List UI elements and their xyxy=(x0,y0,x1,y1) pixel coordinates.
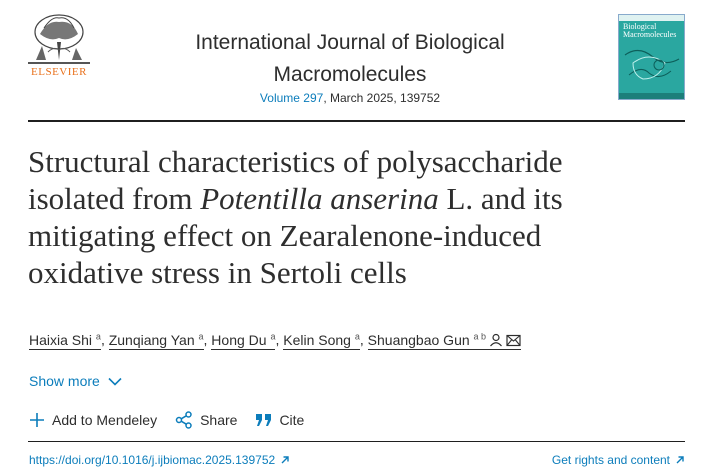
journal-title-line-2[interactable]: Macromolecules xyxy=(273,63,427,86)
issue-date-and-number: , March 2025, 139752 xyxy=(323,91,441,105)
get-rights-link[interactable]: Get rights and content xyxy=(552,453,685,467)
share-button[interactable]: Share xyxy=(175,411,237,429)
share-icon xyxy=(175,411,192,429)
journal-title-line-1[interactable]: International Journal of Biological xyxy=(195,31,505,54)
get-rights-text: Get rights and content xyxy=(551,453,670,467)
author-name: Hong Du xyxy=(211,331,267,348)
affiliation-marker: a xyxy=(198,331,204,341)
cover-title-line-2: Macromolecules xyxy=(623,30,677,39)
volume-link[interactable]: Volume 297 xyxy=(259,91,324,105)
cover-title: Biological Macromolecules xyxy=(623,23,676,39)
author-link[interactable]: Zunqiang Yan a xyxy=(108,331,204,350)
affiliation-marker: a b xyxy=(473,331,487,341)
affiliation-marker: a xyxy=(95,331,101,341)
author-link[interactable]: Shuangbao Gun a b xyxy=(367,331,522,350)
footer-divider xyxy=(28,441,685,442)
cite-label: Cite xyxy=(279,412,305,428)
species-name: Potentilla anserina xyxy=(200,181,439,216)
author-name: Zunqiang Yan xyxy=(108,331,195,348)
show-more-label: Show more xyxy=(29,373,100,389)
article-title-line-2: isolated from Potentilla anserina L. and… xyxy=(28,180,688,217)
affiliation-marker: a xyxy=(354,331,360,341)
add-to-mendeley-label: Add to Mendeley xyxy=(52,412,158,428)
author-name: Haixia Shi xyxy=(29,331,93,348)
author-separator: , xyxy=(203,331,212,348)
cover-title-line-1: Biological xyxy=(623,22,657,31)
elsevier-wordmark: ELSEVIER xyxy=(31,66,87,78)
add-to-mendeley-button[interactable]: Add to Mendeley xyxy=(29,412,157,428)
cover-artwork-icon xyxy=(619,15,684,99)
author-separator: , xyxy=(275,331,284,348)
author-separator: , xyxy=(100,331,109,348)
journal-cover-image[interactable]: Biological Macromolecules xyxy=(618,14,685,100)
envelope-icon xyxy=(506,334,521,346)
author-separator: , xyxy=(359,331,368,348)
author-link[interactable]: Haixia Shi a xyxy=(29,331,101,350)
article-title-line-4: oxidative stress in Sertoli cells xyxy=(28,255,407,290)
affiliation-marker: a xyxy=(270,331,276,341)
cite-button[interactable]: Cite xyxy=(255,412,304,428)
elsevier-tree-icon xyxy=(28,14,90,64)
quote-icon xyxy=(256,414,272,426)
author-link[interactable]: Hong Du a xyxy=(211,331,276,350)
issue-info: Volume 297, March 2025, 139752 xyxy=(150,91,550,105)
article-title: Structural characteristics of polysaccha… xyxy=(28,143,688,291)
external-link-icon xyxy=(676,456,684,464)
article-title-text: L. and its xyxy=(438,181,563,216)
author-name: Shuangbao Gun xyxy=(367,331,470,348)
person-icon xyxy=(490,333,503,347)
author-link[interactable]: Kelin Song a xyxy=(283,331,360,350)
elsevier-logo[interactable] xyxy=(28,12,90,80)
article-title-line-1: Structural characteristics of polysaccha… xyxy=(28,144,563,179)
journal-title[interactable]: International Journal of Biological Macr… xyxy=(150,27,550,91)
article-actions: Add to Mendeley Share Cite xyxy=(29,411,304,429)
share-label: Share xyxy=(200,412,238,428)
doi-text: https://doi.org/10.1016/j.ijbiomac.2025.… xyxy=(29,453,276,467)
article-title-line-3: mitigating effect on Zearalenone-induced xyxy=(28,218,542,253)
plus-icon xyxy=(30,413,44,427)
article-title-text: isolated from xyxy=(28,181,201,216)
doi-link[interactable]: https://doi.org/10.1016/j.ijbiomac.2025.… xyxy=(29,453,290,467)
external-link-icon xyxy=(281,456,289,464)
author-name: Kelin Song xyxy=(283,331,351,348)
chevron-down-icon xyxy=(108,377,122,386)
header-divider xyxy=(28,120,685,122)
show-more-button[interactable]: Show more xyxy=(29,373,122,389)
author-list: Haixia Shi a, Zunqiang Yan a, Hong Du a,… xyxy=(29,331,522,350)
